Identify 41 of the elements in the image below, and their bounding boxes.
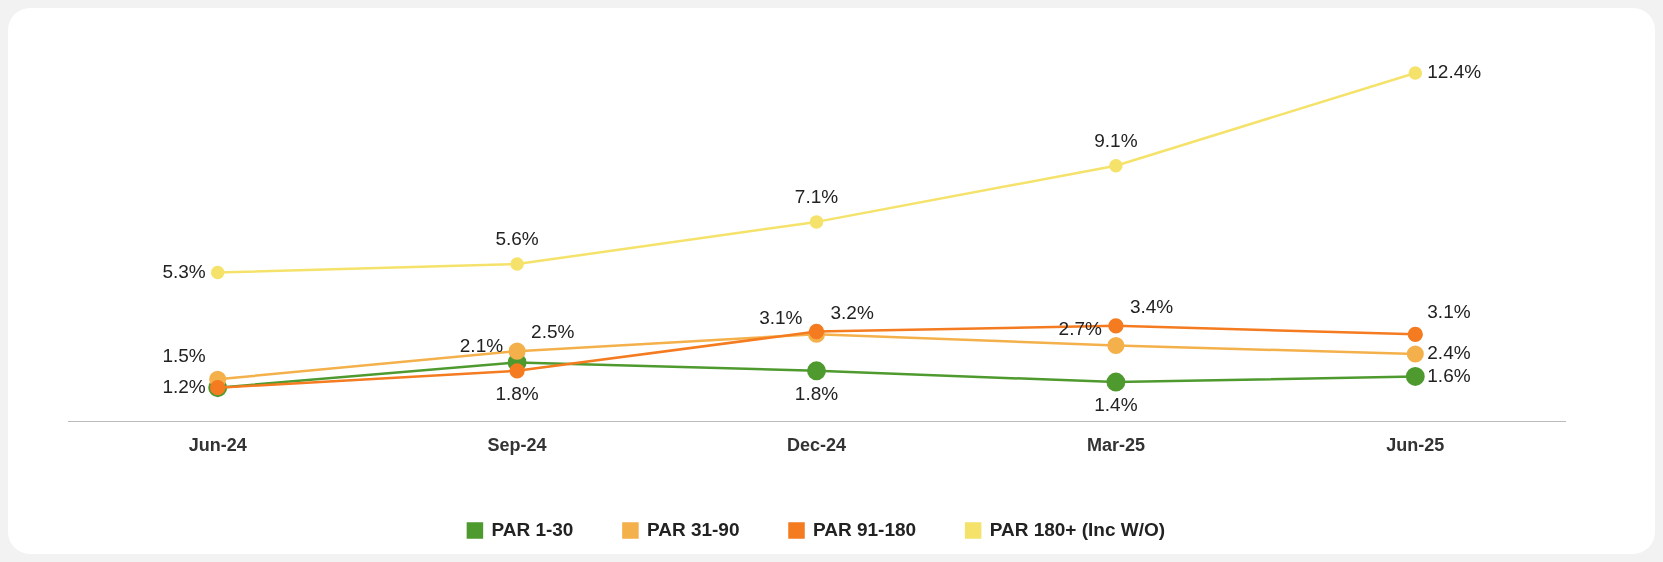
- data-label: 1.8%: [794, 383, 839, 405]
- data-label: 2.5%: [531, 321, 575, 343]
- point: [210, 265, 225, 280]
- point: [1406, 345, 1424, 363]
- data-label: 3.1%: [759, 306, 803, 328]
- legend-label: PAR 180+ (Inc W/O): [989, 518, 1166, 540]
- point: [1109, 158, 1123, 173]
- data-label: 2.1%: [459, 334, 504, 356]
- x-tick-label: Sep-24: [487, 435, 547, 456]
- x-tick-label: Mar-25: [1086, 435, 1145, 456]
- x-tick-label: Dec-24: [786, 435, 847, 456]
- point: [510, 257, 524, 271]
- point: [508, 342, 526, 360]
- point: [1405, 366, 1425, 386]
- data-label: 5.3%: [162, 260, 206, 282]
- legend-label: PAR 31-90: [646, 518, 740, 540]
- point: [509, 363, 525, 379]
- data-label: 12.4%: [1427, 61, 1482, 83]
- data-label: 9.1%: [1094, 129, 1138, 151]
- point: [1108, 318, 1124, 334]
- x-tick-label: Jun-25: [1386, 435, 1445, 456]
- data-label: 3.2%: [830, 301, 874, 323]
- point: [809, 215, 824, 229]
- data-label: 2.4%: [1427, 342, 1471, 364]
- data-label: 1.5%: [162, 345, 206, 367]
- data-label: 1.4%: [1094, 394, 1138, 416]
- data-label: 1.2%: [162, 375, 206, 397]
- point: [1107, 336, 1125, 355]
- point: [1106, 372, 1126, 392]
- x-tick-label: Jun-24: [188, 435, 247, 456]
- point: [1407, 326, 1423, 342]
- data-label: 7.1%: [794, 186, 839, 208]
- point: [1408, 66, 1423, 80]
- data-label: 1.6%: [1427, 364, 1471, 386]
- legend-label: PAR 91-180: [813, 518, 917, 540]
- data-label: 1.8%: [495, 383, 539, 405]
- legend-label: PAR 1-30: [491, 518, 574, 540]
- data-label: 3.4%: [1129, 296, 1174, 318]
- data-label: 5.6%: [495, 228, 539, 250]
- point: [807, 361, 826, 381]
- data-label: 3.1%: [1427, 300, 1471, 322]
